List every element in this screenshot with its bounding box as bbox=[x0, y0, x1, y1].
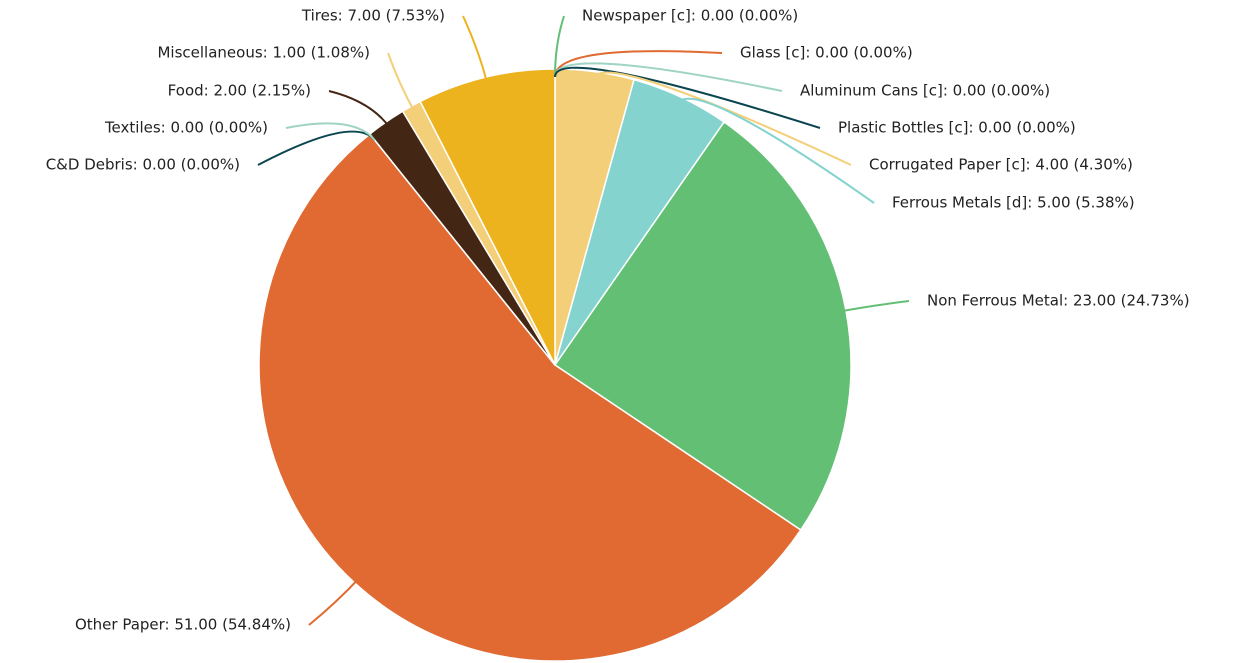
slice-label: Corrugated Paper [c]: 4.00 (4.30%) bbox=[869, 156, 1133, 174]
slice-label: Textiles: 0.00 (0.00%) bbox=[104, 119, 268, 137]
slice-label: Newspaper [c]: 0.00 (0.00%) bbox=[582, 7, 798, 25]
leader-line bbox=[462, 15, 489, 86]
slice-label: Aluminum Cans [c]: 0.00 (0.00%) bbox=[800, 82, 1050, 100]
leader-line bbox=[328, 90, 392, 130]
slice-label: Miscellaneous: 1.00 (1.08%) bbox=[157, 44, 370, 62]
leader-line bbox=[387, 52, 417, 114]
leader-line bbox=[676, 97, 875, 204]
slice-label: Plastic Bottles [c]: 0.00 (0.00%) bbox=[838, 119, 1076, 137]
leader-line bbox=[285, 122, 376, 141]
slice-label: Ferrous Metals [d]: 5.00 (5.38%) bbox=[892, 194, 1135, 212]
leader-line bbox=[554, 15, 565, 78]
slice-label: C&D Debris: 0.00 (0.00%) bbox=[46, 156, 240, 174]
leader-line bbox=[592, 71, 852, 166]
leader-line bbox=[837, 300, 910, 313]
slice-label: Other Paper: 51.00 (54.84%) bbox=[75, 616, 291, 634]
slice-label: Glass [c]: 0.00 (0.00%) bbox=[740, 44, 913, 62]
slice-label: Food: 2.00 (2.15%) bbox=[168, 82, 311, 100]
slice-label: Tires: 7.00 (7.53%) bbox=[301, 7, 445, 25]
slice-label: Non Ferrous Metal: 23.00 (24.73%) bbox=[927, 292, 1190, 310]
leader-line bbox=[308, 576, 361, 626]
